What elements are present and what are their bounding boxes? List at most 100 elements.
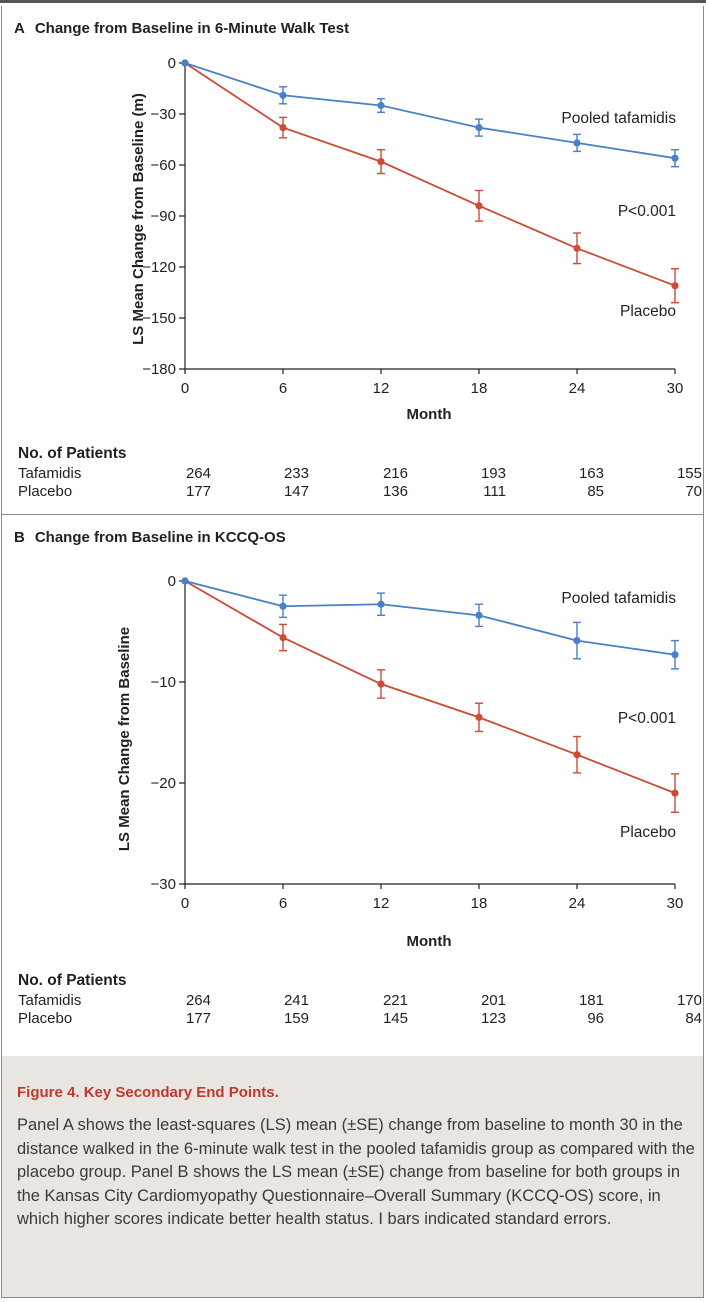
data-point — [475, 611, 483, 619]
data-point — [279, 91, 287, 99]
data-point — [377, 600, 385, 608]
top-rule — [0, 0, 706, 3]
panel-a-placebo-label: Placebo — [620, 303, 676, 320]
np-cell: 147 — [283, 483, 309, 500]
np-cell: 216 — [382, 465, 408, 482]
data-point — [671, 651, 679, 659]
y-tick-label: −150 — [142, 310, 176, 327]
panel-b-tafamidis-label: Pooled tafamidis — [561, 590, 676, 607]
y-tick-label: −60 — [151, 157, 176, 174]
y-tick-label: 0 — [168, 55, 176, 72]
np-cell: 177 — [185, 483, 211, 500]
caption-figure-number: Figure 4. — [17, 1084, 80, 1101]
panel-a-patients-row-placebo: Placebo 177 147 136 111 85 70 — [18, 483, 702, 501]
x-tick-label: 30 — [667, 380, 684, 397]
x-tick-label: 12 — [373, 895, 390, 912]
data-point — [377, 101, 385, 110]
np-cell: 177 — [185, 1010, 211, 1027]
data-point — [671, 789, 679, 797]
np-cell: 181 — [578, 992, 604, 1009]
chart-a: LS Mean Change from Baseline (m) Month P… — [130, 55, 684, 423]
x-tick-label: 24 — [569, 895, 586, 912]
x-tick-label: 18 — [471, 380, 488, 397]
np-cell: 70 — [685, 483, 702, 500]
data-point — [279, 124, 287, 132]
np-cell: 136 — [382, 483, 408, 500]
panel-a-patients-table: No. of Patients Tafamidis 264 233 216 19… — [18, 445, 702, 500]
series-line-placebo — [184, 62, 676, 287]
panel-b-patients-heading: No. of Patients — [18, 972, 127, 989]
x-tick-label: 6 — [279, 895, 287, 912]
panel-b: B Change from Baseline in KCCQ-OS LS Mean… — [1, 514, 704, 1056]
np-cell: 85 — [587, 483, 604, 500]
panel-b-xlabel: Month — [407, 933, 452, 950]
np-cell: 264 — [185, 465, 211, 482]
panel-b-letter: B — [14, 529, 25, 546]
y-tick-label: 0 — [168, 573, 176, 590]
panel-a-ylabel: LS Mean Change from Baseline (m) — [130, 93, 147, 345]
panel-a: A Change from Baseline in 6-Minute Walk T… — [1, 6, 704, 514]
panel-b-ylabel: LS Mean Change from Baseline — [116, 627, 133, 851]
x-tick-label: 24 — [569, 380, 586, 397]
series-line-tafamidis — [184, 62, 676, 160]
np-cell: 96 — [587, 1010, 604, 1027]
y-tick-label: −30 — [151, 106, 176, 123]
panel-b-patients-row-placebo: Placebo 177 159 145 123 96 84 — [18, 1010, 702, 1028]
x-tick-label: 6 — [279, 380, 287, 397]
panel-a-letter: A — [14, 20, 25, 37]
panel-a-patients-row-tafamidis: Tafamidis 264 233 216 193 163 155 — [18, 465, 702, 483]
data-point — [279, 633, 287, 642]
data-point — [475, 124, 483, 132]
np-cell: 193 — [480, 465, 506, 482]
np-cell: 111 — [483, 483, 506, 500]
panel-a-title: A Change from Baseline in 6-Minute Walk T… — [14, 20, 349, 37]
data-point — [671, 154, 679, 162]
data-point — [377, 680, 385, 688]
panel-a-patients-heading: No. of Patients — [18, 445, 127, 462]
data-point — [573, 636, 581, 645]
panel-b-patients-row-tafamidis: Tafamidis 264 241 221 201 181 170 — [18, 992, 702, 1010]
np-cell: 264 — [185, 992, 211, 1009]
np-cell: 170 — [676, 992, 702, 1009]
panel-a-pvalue: P<0.001 — [618, 203, 676, 220]
series-line-placebo — [184, 580, 676, 794]
x-tick-label: 18 — [471, 895, 488, 912]
data-point — [475, 713, 483, 721]
np-cell: 221 — [382, 992, 408, 1009]
panel-b-placebo-label: Placebo — [620, 824, 676, 841]
data-point — [671, 282, 679, 290]
y-tick-label: −30 — [151, 876, 176, 893]
np-row-label: Placebo — [18, 483, 73, 500]
data-point — [475, 202, 483, 210]
x-tick-label: 12 — [373, 380, 390, 397]
np-cell: 84 — [685, 1010, 702, 1027]
np-cell: 155 — [676, 465, 702, 482]
panel-b-patients-table: No. of Patients Tafamidis 264 241 221 20… — [18, 972, 702, 1027]
np-row-label: Tafamidis — [18, 992, 82, 1009]
np-cell: 201 — [480, 992, 506, 1009]
panel-b-title: B Change from Baseline in KCCQ-OS — [14, 529, 286, 546]
np-cell: 163 — [578, 465, 604, 482]
np-cell: 159 — [283, 1010, 309, 1027]
panel-b-pvalue: P<0.001 — [618, 710, 676, 727]
np-cell: 123 — [480, 1010, 506, 1027]
data-point — [279, 602, 287, 610]
chart-b: LS Mean Change from Baseline Month Poole… — [116, 573, 683, 950]
caption-body: Panel A shows the least-squares (LS) mea… — [17, 1116, 695, 1228]
panel-a-title-text: Change from Baseline in 6-Minute Walk Te… — [34, 20, 350, 37]
np-row-label: Placebo — [18, 1010, 73, 1027]
np-row-label: Tafamidis — [18, 465, 82, 482]
figure-caption: Figure 4. Key Secondary End Points. Pane… — [1, 1056, 704, 1298]
np-cell: 233 — [283, 465, 309, 482]
y-tick-label: −10 — [151, 674, 176, 691]
caption-title-text: Key Secondary End Points. — [83, 1084, 279, 1101]
x-tick-label: 0 — [181, 380, 189, 397]
data-point — [573, 244, 581, 252]
x-tick-label: 0 — [181, 895, 189, 912]
panel-a-xlabel: Month — [407, 406, 452, 423]
data-point — [573, 751, 581, 759]
y-tick-label: −90 — [151, 208, 176, 225]
data-point — [573, 139, 581, 147]
data-point — [181, 59, 189, 67]
